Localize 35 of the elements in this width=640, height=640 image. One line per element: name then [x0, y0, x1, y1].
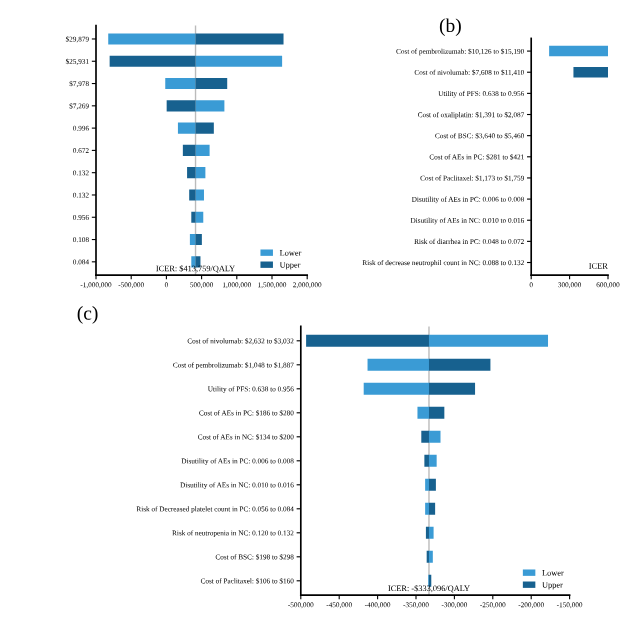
bar	[187, 167, 196, 179]
bar	[195, 167, 206, 179]
bar	[421, 430, 429, 443]
bar	[428, 454, 437, 467]
bar	[195, 233, 202, 246]
bar	[428, 334, 549, 347]
bar	[428, 526, 434, 539]
bar	[306, 334, 429, 347]
bar	[195, 211, 204, 223]
bar	[195, 77, 228, 90]
chart-title: (b)	[439, 18, 461, 37]
bar	[189, 233, 196, 246]
text: (c)	[77, 306, 98, 324]
bar	[182, 144, 196, 156]
bar	[428, 406, 445, 419]
bar	[195, 100, 225, 112]
bar	[108, 33, 196, 45]
bar	[177, 122, 196, 134]
bar	[195, 122, 214, 134]
bar	[417, 406, 429, 419]
bar	[189, 189, 196, 201]
bar	[109, 55, 196, 67]
bar	[166, 100, 196, 112]
bar	[165, 77, 196, 90]
bar	[428, 358, 491, 371]
bar	[195, 189, 204, 201]
bar	[428, 478, 436, 491]
bar	[428, 382, 476, 395]
bar	[363, 382, 429, 395]
bar	[428, 430, 441, 443]
bar	[195, 33, 284, 45]
bar	[195, 144, 210, 156]
bar	[195, 55, 283, 67]
bar	[367, 358, 429, 371]
bar	[428, 502, 436, 515]
